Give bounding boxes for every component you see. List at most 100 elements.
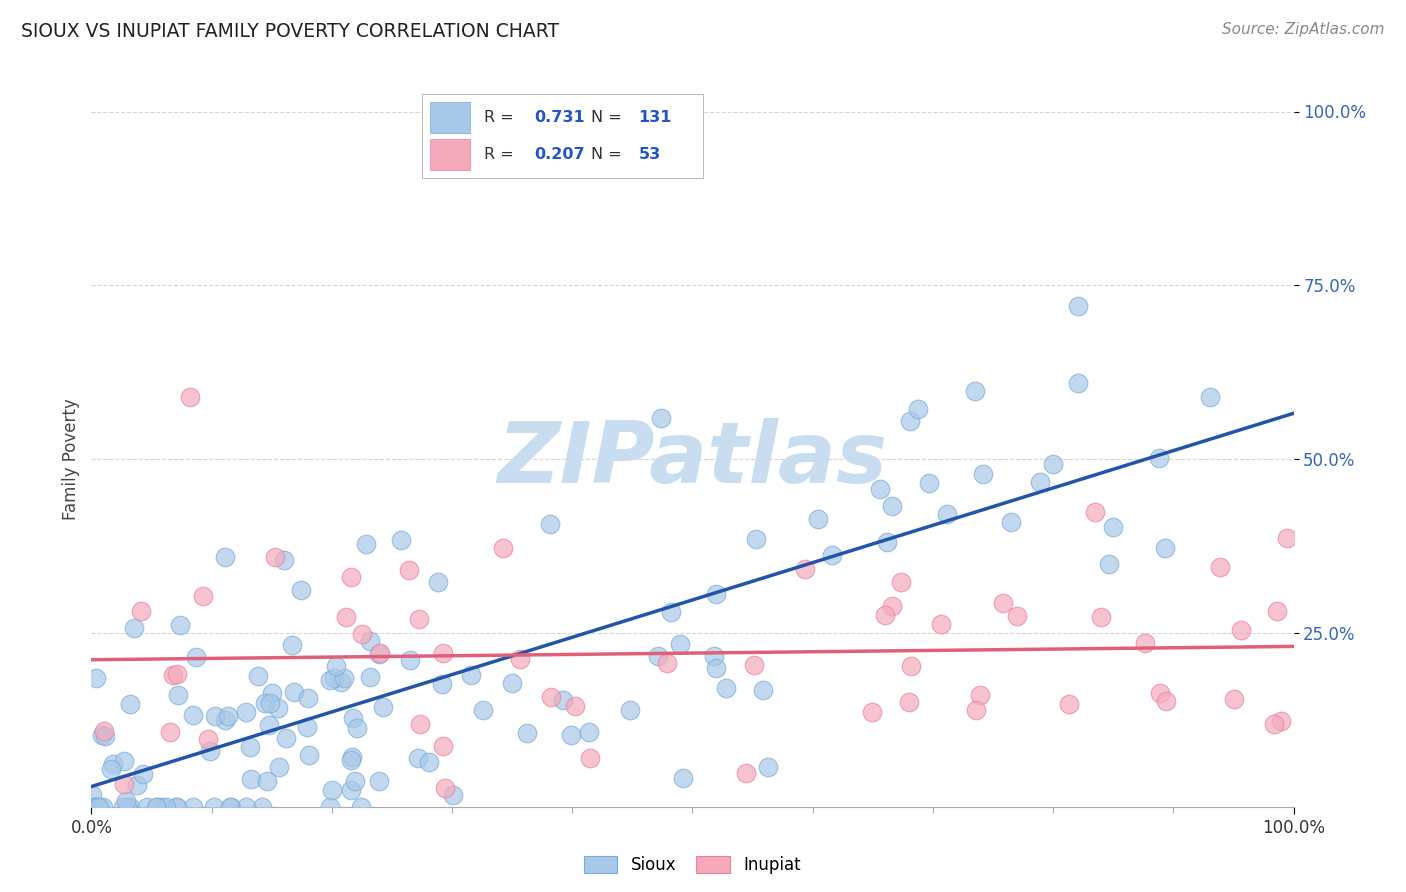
Text: 53: 53 bbox=[638, 147, 661, 162]
Point bbox=[90, 728, 112, 742]
Point bbox=[250, 800, 273, 814]
Text: N =: N = bbox=[591, 110, 627, 125]
Point bbox=[972, 467, 994, 482]
Point bbox=[359, 670, 381, 684]
Point bbox=[181, 800, 204, 814]
Point bbox=[166, 666, 188, 681]
Point bbox=[408, 717, 430, 731]
Point bbox=[501, 675, 523, 690]
Point bbox=[350, 800, 373, 814]
Text: Source: ZipAtlas.com: Source: ZipAtlas.com bbox=[1222, 22, 1385, 37]
Point bbox=[418, 755, 440, 769]
Point bbox=[86, 800, 108, 814]
Point bbox=[441, 789, 464, 803]
Point bbox=[1267, 605, 1289, 619]
Point bbox=[432, 739, 454, 753]
Point bbox=[969, 688, 991, 702]
Point bbox=[368, 774, 391, 789]
Point bbox=[112, 777, 135, 791]
Point bbox=[756, 760, 779, 774]
Point bbox=[1067, 299, 1090, 313]
Point bbox=[1230, 623, 1253, 637]
Point bbox=[1156, 694, 1178, 708]
Point bbox=[430, 677, 453, 691]
Point bbox=[882, 599, 904, 614]
Point bbox=[235, 706, 257, 720]
Point bbox=[869, 482, 891, 496]
Point bbox=[672, 771, 695, 785]
Point bbox=[267, 701, 290, 715]
Point bbox=[193, 589, 215, 603]
Point bbox=[427, 575, 450, 590]
Point bbox=[111, 800, 134, 814]
Point bbox=[274, 731, 297, 745]
Point bbox=[339, 570, 361, 584]
Point bbox=[319, 673, 342, 687]
Point bbox=[704, 587, 727, 601]
Point bbox=[432, 646, 454, 660]
Text: R =: R = bbox=[484, 110, 519, 125]
Text: SIOUX VS INUPIAT FAMILY POVERTY CORRELATION CHART: SIOUX VS INUPIAT FAMILY POVERTY CORRELAT… bbox=[21, 22, 560, 41]
Legend: Sioux, Inupiat: Sioux, Inupiat bbox=[576, 847, 808, 882]
Point bbox=[290, 583, 312, 598]
Point bbox=[398, 563, 420, 577]
Point bbox=[283, 684, 305, 698]
Point bbox=[918, 476, 941, 491]
Point bbox=[1133, 635, 1156, 649]
Point bbox=[235, 800, 257, 814]
Point bbox=[346, 721, 368, 735]
Point bbox=[197, 731, 219, 746]
Point bbox=[735, 766, 758, 780]
Point bbox=[219, 800, 242, 814]
Point bbox=[202, 800, 225, 814]
Point bbox=[655, 656, 678, 670]
Point bbox=[239, 739, 262, 754]
Point bbox=[219, 800, 242, 814]
Point bbox=[929, 617, 952, 632]
Point bbox=[262, 686, 284, 700]
Point bbox=[1208, 560, 1230, 574]
Point bbox=[273, 552, 295, 566]
Point bbox=[86, 800, 108, 814]
Point bbox=[321, 782, 343, 797]
Bar bbox=[430, 103, 470, 133]
Point bbox=[398, 653, 420, 667]
Point bbox=[880, 499, 903, 513]
Text: 131: 131 bbox=[638, 110, 672, 125]
Point bbox=[433, 780, 456, 795]
Point bbox=[329, 675, 352, 690]
Point bbox=[100, 762, 122, 776]
Point bbox=[1270, 714, 1292, 728]
Point bbox=[1090, 610, 1112, 624]
Point bbox=[340, 753, 363, 767]
Point bbox=[257, 718, 280, 732]
Point bbox=[264, 550, 287, 565]
Point bbox=[1067, 376, 1090, 390]
Point bbox=[297, 720, 319, 734]
Point bbox=[256, 774, 278, 789]
Point bbox=[117, 800, 139, 814]
Point bbox=[898, 414, 921, 428]
Point bbox=[647, 648, 669, 663]
Point bbox=[179, 390, 201, 404]
Point bbox=[991, 596, 1014, 610]
Point bbox=[935, 507, 957, 521]
Point bbox=[166, 688, 188, 702]
Point bbox=[354, 537, 377, 551]
Point bbox=[560, 728, 582, 742]
Point bbox=[267, 760, 290, 774]
Point bbox=[318, 800, 340, 814]
Point bbox=[184, 649, 207, 664]
Point bbox=[240, 772, 263, 786]
Point bbox=[744, 532, 766, 546]
Point bbox=[132, 766, 155, 780]
Point bbox=[89, 800, 111, 814]
Point bbox=[669, 637, 692, 651]
Point bbox=[876, 535, 898, 549]
Point bbox=[1029, 475, 1052, 490]
Text: N =: N = bbox=[591, 147, 627, 162]
Point bbox=[325, 659, 347, 673]
Point bbox=[112, 754, 135, 768]
Bar bbox=[430, 139, 470, 169]
Point bbox=[159, 725, 181, 739]
